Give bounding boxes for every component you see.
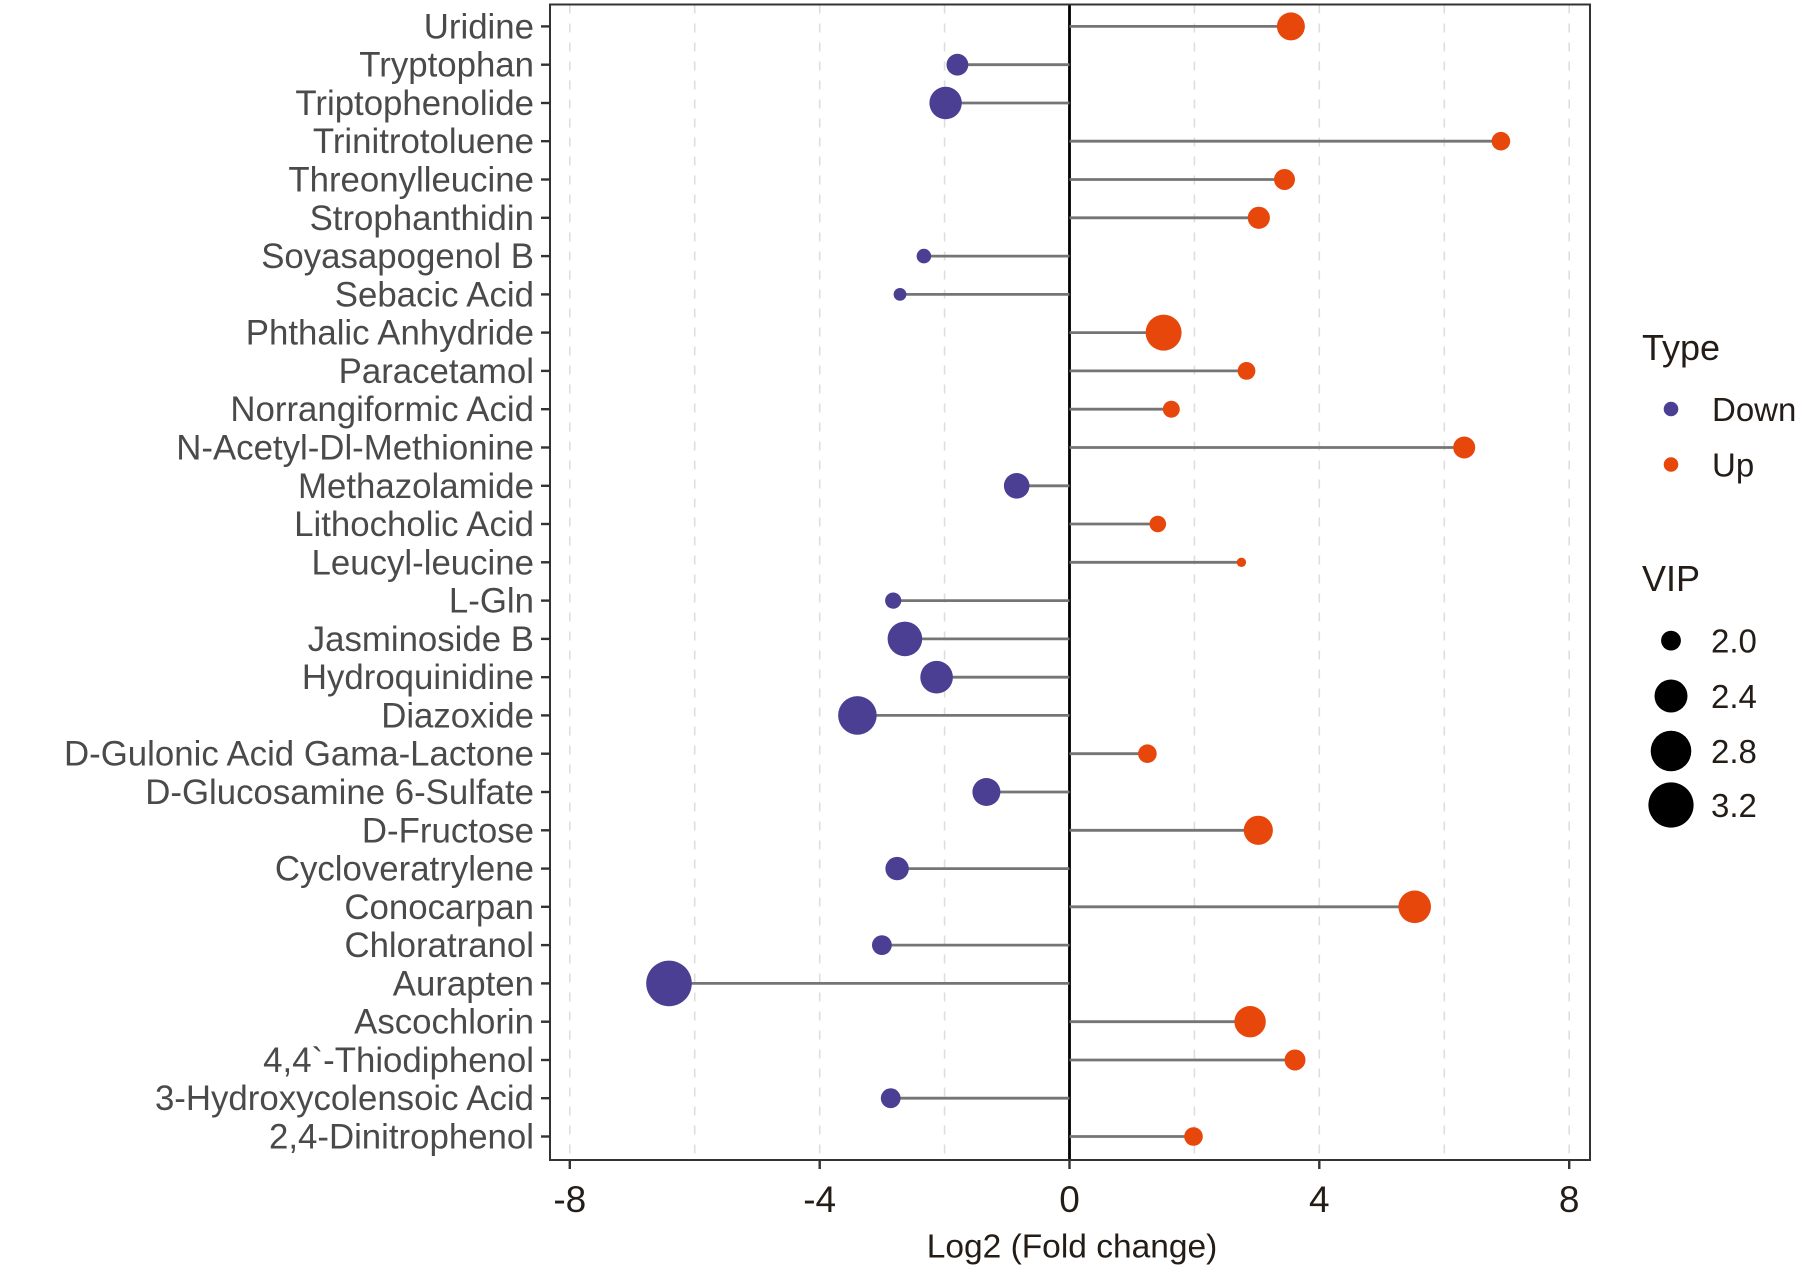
svg-text:Jasminoside B: Jasminoside B — [308, 620, 534, 659]
svg-text:Lithocholic Acid: Lithocholic Acid — [294, 505, 534, 544]
svg-text:Leucyl-leucine: Leucyl-leucine — [312, 543, 534, 582]
svg-text:Chloratranol: Chloratranol — [344, 926, 534, 965]
svg-text:8: 8 — [1559, 1179, 1580, 1220]
svg-text:3-Hydroxycolensoic Acid: 3-Hydroxycolensoic Acid — [155, 1079, 534, 1118]
svg-text:Ascochlorin: Ascochlorin — [354, 1003, 534, 1042]
svg-text:Soyasapogenol B: Soyasapogenol B — [261, 237, 534, 276]
svg-text:-8: -8 — [553, 1179, 586, 1220]
svg-text:Log2 (Fold change): Log2 (Fold change) — [927, 1229, 1218, 1266]
svg-text:Sebacic Acid: Sebacic Acid — [335, 275, 534, 314]
svg-text:Norrangiformic Acid: Norrangiformic Acid — [230, 390, 534, 429]
svg-text:Down: Down — [1712, 391, 1796, 428]
svg-text:Hydroquinidine: Hydroquinidine — [302, 658, 534, 697]
svg-text:Diazoxide: Diazoxide — [381, 696, 534, 735]
svg-text:Triptophenolide: Triptophenolide — [295, 84, 534, 123]
svg-text:Phthalic Anhydride: Phthalic Anhydride — [246, 314, 534, 353]
svg-text:Cycloveratrylene: Cycloveratrylene — [275, 850, 534, 889]
svg-text:Up: Up — [1712, 447, 1754, 484]
svg-text:N-Acetyl-Dl-Methionine: N-Acetyl-Dl-Methionine — [176, 429, 534, 468]
svg-text:4: 4 — [1309, 1179, 1330, 1220]
svg-text:Paracetamol: Paracetamol — [339, 352, 534, 391]
svg-text:Tryptophan: Tryptophan — [359, 46, 534, 85]
svg-text:Conocarpan: Conocarpan — [344, 888, 534, 927]
svg-text:D-Gulonic Acid Gama-Lactone: D-Gulonic Acid Gama-Lactone — [64, 735, 534, 774]
svg-text:D-Glucosamine 6-Sulfate: D-Glucosamine 6-Sulfate — [145, 773, 534, 812]
svg-text:D-Fructose: D-Fructose — [362, 811, 534, 850]
svg-text:0: 0 — [1059, 1179, 1080, 1220]
svg-text:4,4`-Thiodiphenol: 4,4`-Thiodiphenol — [263, 1041, 534, 1080]
svg-text:L-Gln: L-Gln — [449, 582, 534, 621]
svg-text:Strophanthidin: Strophanthidin — [310, 199, 534, 238]
svg-text:Uridine: Uridine — [424, 7, 534, 46]
svg-text:Methazolamide: Methazolamide — [298, 467, 534, 506]
svg-text:2.8: 2.8 — [1711, 733, 1757, 770]
svg-text:VIP: VIP — [1642, 558, 1700, 599]
svg-text:Threonylleucine: Threonylleucine — [288, 161, 534, 200]
svg-text:Trinitrotoluene: Trinitrotoluene — [313, 122, 534, 161]
svg-text:2,4-Dinitrophenol: 2,4-Dinitrophenol — [269, 1118, 534, 1157]
svg-text:2.4: 2.4 — [1711, 678, 1757, 715]
svg-text:2.0: 2.0 — [1711, 623, 1757, 660]
svg-text:3.2: 3.2 — [1711, 787, 1757, 824]
svg-text:Aurapten: Aurapten — [393, 964, 534, 1003]
svg-text:Type: Type — [1642, 327, 1720, 368]
svg-text:-4: -4 — [803, 1179, 836, 1220]
